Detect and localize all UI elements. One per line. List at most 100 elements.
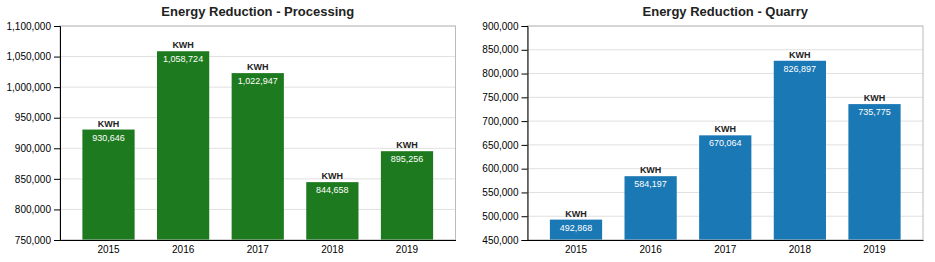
tick-label: 750,000	[482, 92, 519, 103]
tick-mark	[522, 97, 528, 98]
y-tick: 800,000	[15, 204, 60, 215]
annotation: KWH	[640, 165, 662, 175]
tick-mark	[522, 50, 528, 51]
y-tick: 900,000	[482, 21, 527, 32]
tick-mark	[54, 148, 60, 149]
tick-mark	[522, 169, 528, 170]
y-tick: 700,000	[482, 116, 527, 127]
x-tick: 2018	[789, 244, 812, 255]
tick-label: 1,100,000	[7, 21, 52, 32]
tick-mark	[54, 118, 60, 119]
tick-label: 2015	[97, 244, 120, 255]
tick-label: 700,000	[482, 116, 519, 127]
bar	[306, 182, 358, 240]
bar	[774, 61, 826, 240]
axis-line	[61, 240, 457, 241]
data-label: 670,064	[709, 138, 742, 148]
annotation: KWH	[864, 93, 886, 103]
x-axis: 2015 2016 2017 2018 2019	[528, 241, 924, 256]
tick-label: 900,000	[482, 21, 519, 32]
y-axis: 750,000 800,000 850,000 900,000 950,000 1,000…	[7, 21, 61, 246]
tick-mark	[522, 121, 528, 122]
annotation: KWH	[322, 171, 344, 181]
annotation: KWH	[172, 40, 194, 50]
data-label: 930,646	[92, 133, 125, 143]
grid	[528, 26, 924, 240]
title: Energy Reduction - Processing	[161, 4, 354, 19]
data-label: 826,897	[784, 64, 817, 74]
tick-mark	[522, 74, 528, 75]
tick-label: 850,000	[15, 174, 52, 185]
annotation: KWH	[789, 50, 811, 60]
tick-label: 800,000	[15, 204, 52, 215]
annotation: KWH	[247, 62, 269, 72]
x-tick: 2016	[640, 244, 663, 255]
plot-frame	[528, 26, 924, 240]
labels: KWH KWH KWH KWH KWH 930,646 1,058,724 1,022,947…	[92, 40, 423, 195]
tick-mark	[522, 145, 528, 146]
data-label: 844,658	[316, 185, 349, 195]
x-tick: 2017	[247, 244, 270, 255]
tick-label: 600,000	[482, 163, 519, 174]
bars	[82, 51, 433, 240]
x-axis: 20152016201720182019	[61, 241, 457, 256]
annotation: KWH	[396, 140, 418, 150]
tick-mark	[522, 216, 528, 217]
data-label: 1,022,947	[238, 76, 278, 86]
x-tick: 2017	[714, 244, 737, 255]
labels: KWHKWHKWHKWHKWH492,868584,197670,064826,…	[560, 50, 891, 233]
annotation: KWH	[565, 209, 587, 219]
y-tick: 1,100,000	[7, 21, 61, 32]
tick-mark	[522, 240, 528, 241]
tick-label: 500,000	[482, 211, 519, 222]
grid-line	[528, 49, 924, 50]
tick-label: 2016	[172, 244, 195, 255]
tick-label: 2016	[640, 244, 663, 255]
annotation: KWH	[98, 119, 120, 129]
tick-label: 2019	[396, 244, 419, 255]
tick-mark	[54, 209, 60, 210]
bar	[848, 104, 900, 240]
y-tick: 750,000	[482, 92, 527, 103]
data-label: 735,775	[858, 107, 891, 117]
bar	[699, 135, 751, 240]
y-tick: 750,000	[15, 235, 60, 246]
tick-mark	[54, 57, 60, 58]
tick-label: 650,000	[482, 140, 519, 151]
data-label: 1,058,724	[163, 54, 203, 64]
y-tick: 600,000	[482, 163, 527, 174]
y-tick: 1,050,000	[7, 51, 61, 62]
tick-mark	[54, 26, 60, 27]
y-tick: 850,000	[15, 174, 60, 185]
tick-label: 2019	[863, 244, 886, 255]
tick-label: 950,000	[15, 112, 52, 123]
tick-label: 2017	[714, 244, 737, 255]
tick-mark	[522, 26, 528, 27]
x-tick: 2015	[565, 244, 588, 255]
annotation: KWH	[715, 124, 737, 134]
panel: 750,000 800,000 850,000 900,000 950,000 1,000…	[7, 4, 457, 255]
y-tick: 550,000	[482, 187, 527, 198]
tick-label: 900,000	[15, 143, 52, 154]
y-tick: 1,000,000	[7, 82, 61, 93]
tick-mark	[54, 240, 60, 241]
tick-label: 750,000	[15, 235, 52, 246]
bar	[381, 151, 433, 240]
axis-line	[528, 240, 924, 241]
grid-line	[60, 56, 456, 57]
axis-line	[522, 27, 529, 241]
y-tick: 850,000	[482, 44, 527, 55]
tick-label: 2015	[565, 244, 588, 255]
grid-line	[528, 73, 924, 74]
bar	[157, 51, 209, 240]
data-label: 584,197	[634, 179, 667, 189]
tick-label: 450,000	[482, 235, 519, 246]
tick-label: 1,050,000	[7, 51, 52, 62]
y-tick: 800,000	[482, 68, 527, 79]
tick-label: 800,000	[482, 68, 519, 79]
chart-root: 750,000 800,000 850,000 900,000 950,000 1,000…	[0, 0, 935, 262]
y-tick: 450,000	[482, 235, 527, 246]
tick-label: 2018	[789, 244, 812, 255]
x-tick: 2019	[396, 244, 419, 255]
tick-label: 1,000,000	[7, 82, 52, 93]
